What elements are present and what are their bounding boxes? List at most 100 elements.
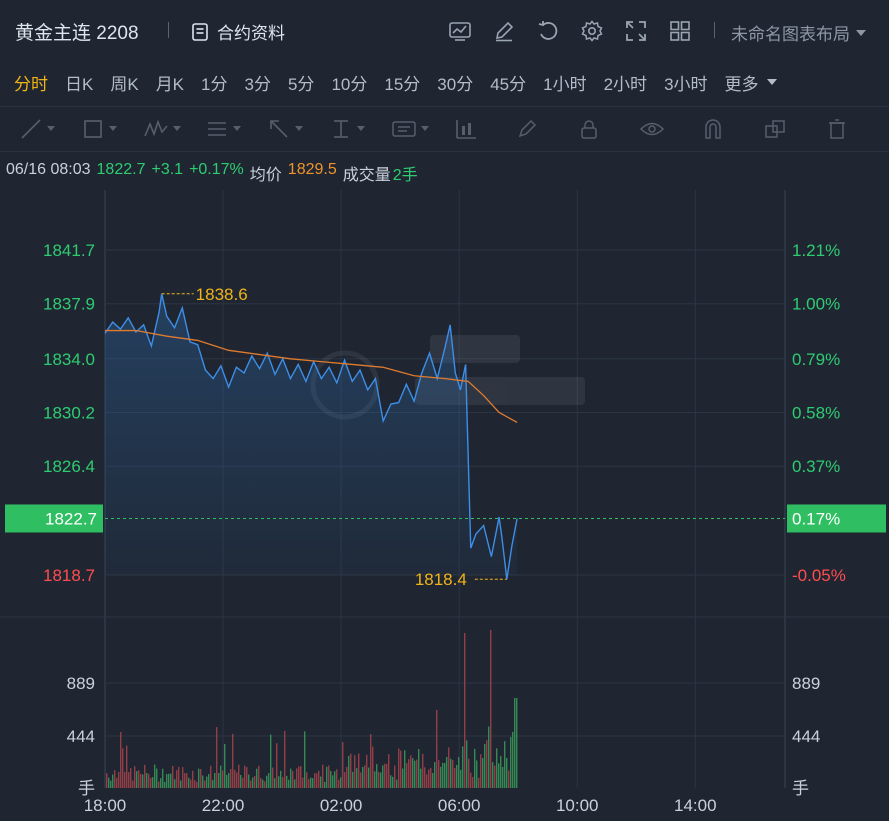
magnet-icon[interactable] <box>702 118 764 140</box>
lock-icon[interactable] <box>578 118 640 140</box>
period-more-dropdown[interactable]: 更多 <box>725 70 777 95</box>
volume-bar <box>430 768 432 788</box>
period-tab[interactable]: 1小时 <box>543 74 587 94</box>
period-tab[interactable]: 2小时 <box>603 74 648 94</box>
wave-tool-icon[interactable] <box>144 118 206 140</box>
time-tick-label: 18:00 <box>84 796 127 815</box>
period-tab[interactable]: 1分 <box>201 74 228 94</box>
volume-bar <box>450 758 452 788</box>
volume-bar <box>438 760 440 788</box>
arrow-tool-icon[interactable] <box>268 118 330 140</box>
gear-icon[interactable] <box>577 16 607 46</box>
period-tab[interactable]: 45分 <box>490 74 527 94</box>
period-tab[interactable]: 月K <box>155 74 185 94</box>
layout-name-label: 未命名图表布局 <box>731 25 850 44</box>
volume-bar <box>132 780 134 788</box>
volume-bar <box>158 781 160 788</box>
fullscreen-icon[interactable] <box>621 16 651 46</box>
layers-icon[interactable] <box>764 118 826 140</box>
avg-price-line <box>105 329 518 423</box>
volume-bar <box>386 763 388 788</box>
volume-bar <box>214 773 216 788</box>
volume-bar <box>108 777 110 788</box>
volume-bar <box>480 754 482 788</box>
period-tab[interactable]: 日K <box>65 74 94 94</box>
volume-bar <box>114 770 116 788</box>
volume-bar <box>146 773 148 788</box>
layout-selector[interactable]: 未命名图表布局 <box>731 20 866 45</box>
volume-bar <box>282 777 284 788</box>
volume-bar <box>336 769 338 788</box>
brush-tool-icon[interactable] <box>516 118 578 140</box>
volume-bar <box>180 780 182 788</box>
period-tab[interactable]: 5分 <box>287 74 315 94</box>
line-tool-icon[interactable] <box>20 118 82 140</box>
volume-bar <box>154 764 156 788</box>
current-pct-tag-text: 0.17% <box>792 509 840 528</box>
volume-bar <box>312 778 314 788</box>
text-tool-icon[interactable] <box>392 118 454 140</box>
period-tab[interactable]: 30分 <box>437 74 474 94</box>
volume-bar <box>362 766 364 788</box>
current-price-tag-left <box>5 504 103 533</box>
volume-bar <box>506 757 508 788</box>
volume-bar <box>286 775 288 788</box>
volume-bar <box>422 753 424 788</box>
volume-bar <box>334 771 336 788</box>
volume-bar <box>504 741 506 788</box>
eye-icon[interactable] <box>640 118 702 140</box>
edit-icon[interactable] <box>489 16 519 46</box>
volume-bar <box>234 769 236 788</box>
price-chart[interactable]: 1838.6 1818.4 1841.7 1837.9 1834.0 1830.2 1826… <box>0 190 889 821</box>
volume-bar <box>396 779 398 788</box>
volume-bar <box>376 764 378 788</box>
refresh-icon[interactable] <box>533 16 563 46</box>
volume-bar <box>488 726 490 788</box>
period-tab[interactable]: 3小时 <box>664 74 708 94</box>
low-price-label: 1818.4 <box>415 570 467 589</box>
volume-bar <box>328 765 330 788</box>
top-toolbar: 黄金主连 2208 合约资料 未命名图表布局 <box>0 0 889 60</box>
period-tab[interactable]: 3分 <box>244 74 271 94</box>
rectangle-tool-icon[interactable] <box>82 118 144 140</box>
volume-unit-right: 手 <box>792 779 809 798</box>
volume-bar <box>502 767 504 788</box>
grid-layout-icon[interactable] <box>665 16 695 46</box>
period-tab[interactable]: 15分 <box>384 74 421 94</box>
trash-icon[interactable] <box>826 118 888 140</box>
period-tab[interactable]: 周K <box>110 74 139 94</box>
volume-bar <box>456 764 458 788</box>
candle-tool-icon[interactable] <box>454 118 516 140</box>
period-more-label: 更多 <box>724 74 759 94</box>
fibonacci-tool-icon[interactable] <box>206 118 268 140</box>
price-area-fill <box>105 293 518 580</box>
measure-tool-icon[interactable] <box>330 118 392 140</box>
drawing-toolbar <box>0 106 889 152</box>
volume-bar <box>304 731 306 788</box>
time-tick-label: 14:00 <box>674 796 717 815</box>
price-tick-label: 1830.2 <box>43 404 95 423</box>
period-tab[interactable]: 分时 <box>14 74 48 94</box>
contract-info-button[interactable]: 合约资料 <box>191 19 285 44</box>
volume-bar <box>432 773 434 788</box>
symbol-title[interactable]: 黄金主连 2208 <box>15 23 139 44</box>
divider <box>714 22 715 38</box>
volume-bar <box>324 781 326 788</box>
volume-bar <box>390 775 392 788</box>
chevron-down-icon <box>856 29 866 36</box>
volume-bar <box>448 747 450 788</box>
volume-bar <box>412 758 414 788</box>
volume-bar <box>202 775 204 788</box>
volume-bar <box>472 776 474 788</box>
volume-bar <box>398 748 400 788</box>
period-tab[interactable]: 10分 <box>331 74 368 94</box>
volume-bar <box>160 778 162 788</box>
volume-bar <box>298 766 300 788</box>
time-tick-label: 10:00 <box>556 796 599 815</box>
volume-bar <box>354 755 356 788</box>
volume-bar <box>484 744 486 788</box>
indicator-chart-icon[interactable] <box>445 16 475 46</box>
volume-bar <box>164 781 166 788</box>
volume-bar <box>478 777 480 788</box>
volume-bar <box>176 770 178 788</box>
